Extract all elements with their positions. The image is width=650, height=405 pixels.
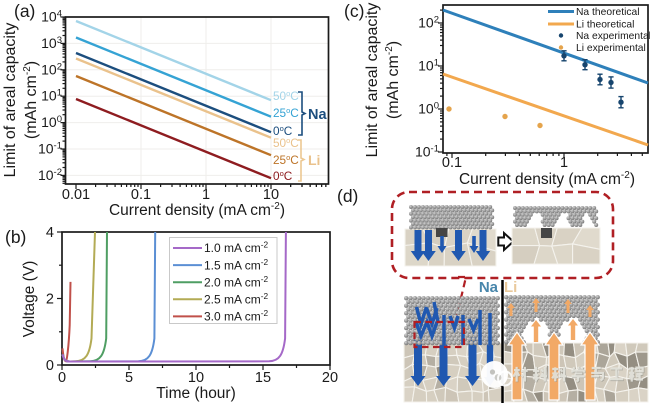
svg-text:50oC: 50oC [273, 136, 299, 150]
svg-text:25oC: 25oC [273, 106, 299, 120]
svg-text:1.0 mA cm-2: 1.0 mA cm-2 [204, 240, 268, 256]
svg-text:10: 10 [188, 370, 204, 386]
svg-text:Na: Na [308, 107, 327, 123]
svg-text:0: 0 [58, 370, 66, 386]
svg-text:102: 102 [41, 61, 62, 77]
svg-text:10: 10 [263, 187, 279, 203]
svg-text:100: 100 [41, 114, 62, 130]
svg-text:(mAh cm-2): (mAh cm-2) [22, 61, 40, 139]
svg-text:(a): (a) [14, 1, 35, 21]
svg-text:Li: Li [308, 152, 320, 168]
svg-text:104: 104 [41, 9, 62, 25]
svg-text:101: 101 [41, 88, 62, 104]
svg-text:10-1: 10-1 [38, 141, 62, 157]
svg-text:10-2: 10-2 [38, 167, 62, 183]
svg-text:3.0 mA cm-2: 3.0 mA cm-2 [204, 308, 268, 324]
svg-text:102: 102 [418, 15, 439, 31]
svg-text:1.5 mA cm-2: 1.5 mA cm-2 [204, 257, 268, 273]
svg-text:Voltage (V): Voltage (V) [21, 261, 38, 338]
svg-text:103: 103 [41, 35, 62, 51]
svg-text:1: 1 [560, 155, 568, 171]
svg-text:5: 5 [125, 370, 133, 386]
svg-text:101: 101 [418, 58, 439, 74]
svg-text:Na experimental: Na experimental [576, 31, 650, 42]
svg-text:Limit of areal capacity: Limit of areal capacity [2, 23, 19, 178]
svg-text:Li experimental: Li experimental [576, 43, 646, 54]
svg-text:Na: Na [479, 279, 499, 296]
svg-text:2.5 mA cm-2: 2.5 mA cm-2 [204, 291, 268, 307]
svg-text:Li theoretical: Li theoretical [576, 20, 634, 31]
svg-text:0oC: 0oC [273, 169, 293, 183]
svg-text:0.01: 0.01 [62, 187, 90, 203]
svg-text:Current density (mA cm-2): Current density (mA cm-2) [459, 170, 635, 188]
svg-text:Limit of areal capacity: Limit of areal capacity [364, 3, 381, 158]
svg-text:0.1: 0.1 [442, 155, 462, 171]
svg-text:Li: Li [504, 279, 517, 296]
svg-text:1: 1 [202, 187, 210, 203]
svg-text:4: 4 [46, 225, 54, 241]
svg-text:100: 100 [418, 101, 439, 117]
svg-text:0.1: 0.1 [131, 187, 151, 203]
svg-text:(mAh cm-2): (mAh cm-2) [384, 41, 402, 119]
svg-text:25oC: 25oC [273, 153, 299, 167]
svg-text:(c): (c) [344, 1, 364, 21]
svg-text:Time (hour): Time (hour) [156, 385, 236, 402]
svg-text:(b): (b) [5, 227, 26, 247]
svg-text:20: 20 [322, 370, 338, 386]
svg-text:0oC: 0oC [273, 124, 293, 138]
svg-text:50oC: 50oC [273, 89, 299, 103]
svg-text:(d): (d) [337, 186, 358, 206]
svg-text:Na theoretical: Na theoretical [576, 7, 640, 18]
svg-text:0: 0 [46, 358, 54, 374]
svg-text:Current density (mA cm-2): Current density (mA cm-2) [109, 201, 285, 219]
svg-text:2: 2 [46, 292, 54, 308]
svg-text:2.0 mA cm-2: 2.0 mA cm-2 [204, 274, 268, 290]
svg-text:10-1: 10-1 [415, 144, 439, 160]
svg-text:15: 15 [255, 370, 271, 386]
